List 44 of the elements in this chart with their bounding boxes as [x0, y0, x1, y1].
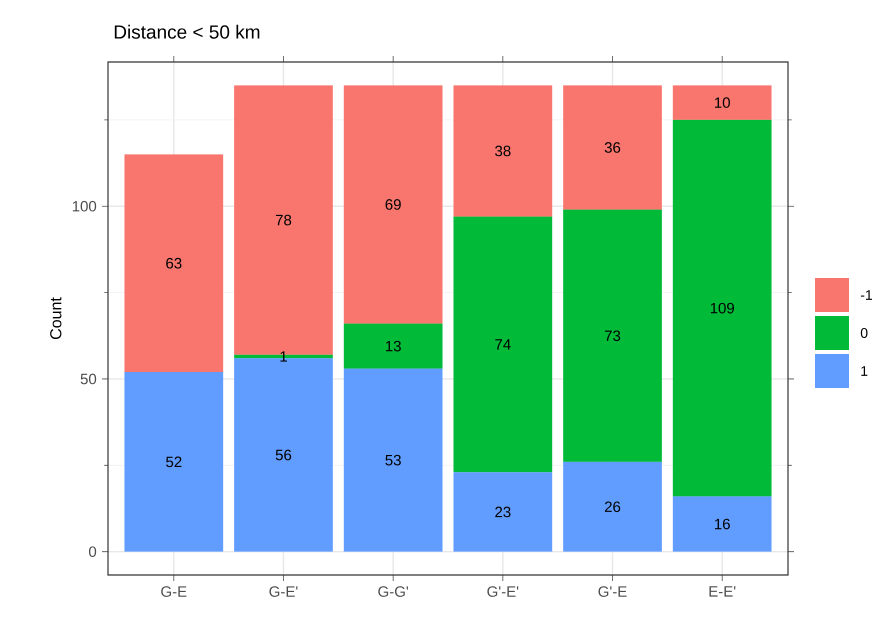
- y-tick-label: 50: [80, 374, 96, 384]
- bar: [344, 85, 443, 324]
- data-label: 36: [604, 142, 620, 153]
- bar: [453, 85, 552, 217]
- bar: [344, 368, 443, 552]
- bar: [672, 120, 772, 496]
- y-tick-label: 0: [88, 546, 96, 557]
- data-label: 16: [715, 518, 730, 530]
- bar: [563, 210, 662, 462]
- bar: [563, 85, 662, 210]
- data-label: 52: [166, 456, 182, 468]
- y-tick-label: 100: [72, 200, 96, 212]
- data-label: 56: [276, 450, 292, 460]
- data-label: 63: [166, 258, 182, 269]
- text: 1: [861, 366, 868, 376]
- data-label: 69: [386, 199, 401, 210]
- data-label: 13: [386, 340, 401, 352]
- bar: [672, 496, 772, 552]
- data-label: 78: [276, 214, 292, 226]
- x-tick-label: G'-E: [598, 586, 627, 597]
- x-tick-label: G'-E': [487, 586, 518, 597]
- bar: [453, 216, 552, 472]
- data-label: 74: [495, 339, 511, 350]
- data-label: 109: [710, 302, 734, 314]
- bar: [453, 472, 552, 552]
- data-label: 10: [715, 97, 730, 108]
- text: 0: [860, 328, 868, 338]
- bar: [344, 324, 443, 369]
- data-label: 23: [495, 506, 511, 518]
- x-tick-label: G-G': [378, 586, 408, 597]
- x-tick-label: E-E': [709, 586, 736, 597]
- data-label: 53: [385, 454, 401, 466]
- data-label: 26: [604, 501, 620, 512]
- text: -1: [860, 290, 872, 300]
- bar: [124, 372, 224, 552]
- x-tick-label: G-E: [161, 586, 186, 597]
- y-axis-title: Count: [50, 297, 62, 340]
- bar: [124, 154, 224, 372]
- x-tick-label: G-E': [269, 586, 298, 597]
- bar: [672, 85, 772, 120]
- data-label: 38: [495, 146, 511, 156]
- bar: [563, 462, 662, 552]
- chart-title: Distance < 50 km: [114, 24, 260, 39]
- data-label: 73: [604, 330, 620, 342]
